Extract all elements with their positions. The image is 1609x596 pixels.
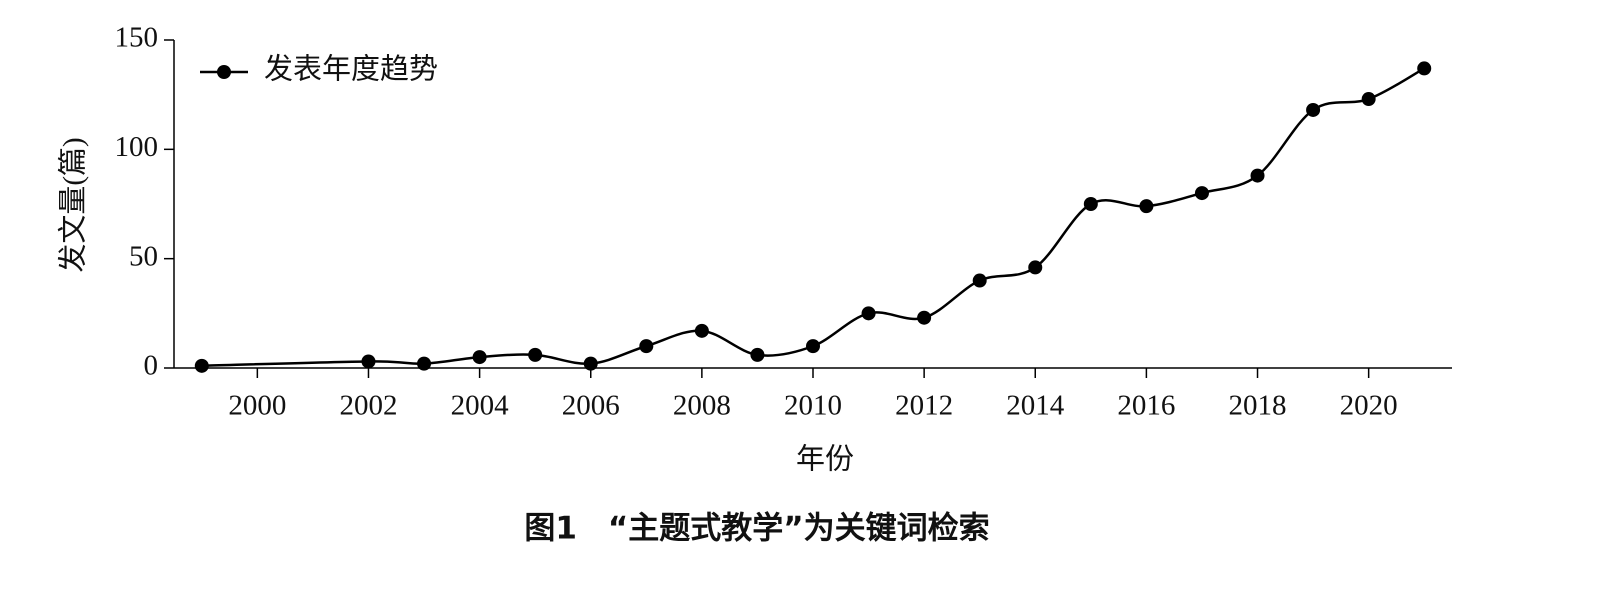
marker: [417, 356, 432, 371]
marker: [1250, 168, 1265, 183]
marker: [1417, 61, 1432, 76]
x-axis-label: 年份: [796, 443, 854, 476]
marker: [861, 306, 876, 321]
x-tick-label: 2000: [228, 390, 286, 422]
marker: [639, 339, 654, 354]
marker: [694, 323, 709, 338]
x-tick-label: 2016: [1117, 390, 1175, 422]
legend-label: 发表年度趋势: [264, 53, 438, 86]
marker: [972, 273, 987, 288]
marker: [361, 354, 376, 369]
marker: [1306, 102, 1321, 117]
x-tick-label: 2012: [895, 390, 953, 422]
x-tick-label: 2002: [339, 390, 397, 422]
marker: [194, 358, 209, 373]
y-tick-label: 150: [115, 22, 159, 54]
marker: [583, 356, 598, 371]
marker: [1361, 92, 1376, 107]
marker: [528, 347, 543, 362]
marker: [750, 347, 765, 362]
x-tick-label: 2004: [451, 390, 510, 422]
marker: [1028, 260, 1043, 275]
marker: [472, 350, 487, 365]
marker: [1194, 186, 1209, 201]
x-tick-label: 2010: [784, 390, 842, 422]
x-tick-label: 2018: [1229, 390, 1287, 422]
caption: 图1 “主题式教学”为关键词检索: [524, 511, 989, 547]
marker: [1083, 197, 1098, 211]
y-tick-label: 0: [144, 350, 159, 382]
x-tick-label: 2008: [673, 390, 731, 422]
legend-marker: [217, 65, 231, 79]
x-tick-label: 2014: [1006, 390, 1065, 422]
x-tick-label: 2006: [562, 390, 620, 422]
line: [201, 67, 1425, 368]
marker: [806, 339, 820, 354]
y-axis-label: 发文量(篇): [57, 137, 90, 272]
y-tick-label: 50: [129, 240, 158, 272]
marker: [917, 310, 932, 325]
x-tick-label: 2020: [1340, 390, 1398, 422]
marker: [1139, 199, 1154, 214]
y-tick-label: 100: [115, 131, 159, 163]
